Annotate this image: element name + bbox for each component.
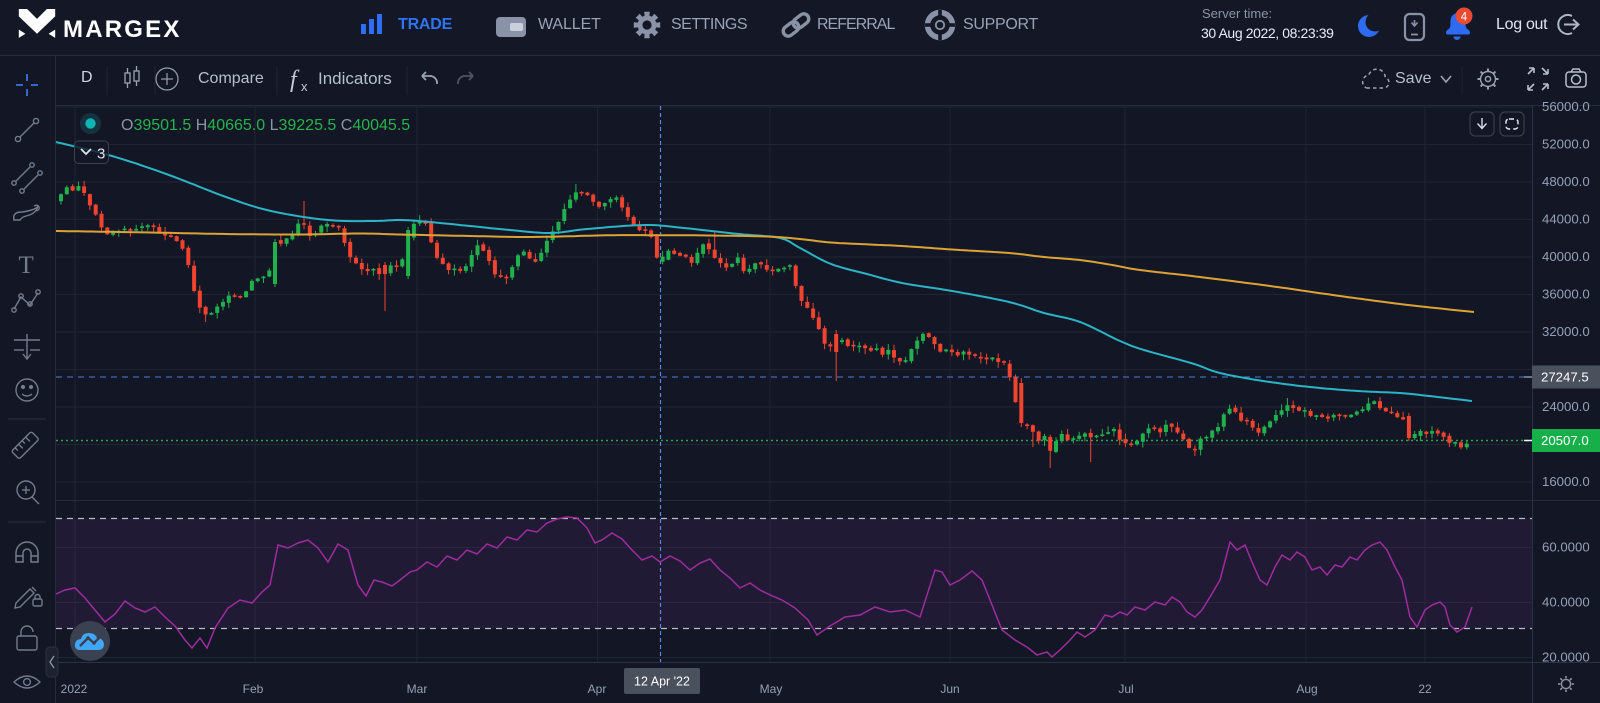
svg-text:f: f (290, 67, 300, 93)
svg-text:Aug: Aug (1296, 682, 1317, 696)
svg-text:2022: 2022 (61, 682, 88, 696)
svg-text:16000.0: 16000.0 (1542, 474, 1590, 489)
svg-text:Jun: Jun (940, 682, 959, 696)
svg-text:T: T (19, 252, 34, 279)
svg-text:20.0000: 20.0000 (1542, 650, 1590, 665)
svg-text:O39501.5 H40665.0 L39225.5: O39501.5 H40665.0 L39225.5 C40045.5 (121, 117, 410, 134)
svg-text:32000.0: 32000.0 (1542, 324, 1590, 339)
svg-text:Jul: Jul (1118, 682, 1133, 696)
svg-text:20507.0: 20507.0 (1541, 433, 1589, 448)
svg-text:52000.0: 52000.0 (1542, 137, 1590, 152)
svg-text:40.0000: 40.0000 (1542, 595, 1590, 610)
svg-text:48000.0: 48000.0 (1542, 174, 1590, 189)
svg-text:24000.0: 24000.0 (1542, 399, 1590, 414)
svg-text:May: May (760, 682, 783, 696)
svg-text:44000.0: 44000.0 (1542, 212, 1590, 227)
svg-text:36000.0: 36000.0 (1542, 287, 1590, 302)
svg-text:Apr: Apr (588, 682, 607, 696)
svg-text:x: x (301, 79, 308, 94)
svg-text:40000.0: 40000.0 (1542, 249, 1590, 264)
svg-text:60.0000: 60.0000 (1542, 540, 1590, 555)
svg-text:3: 3 (97, 146, 105, 163)
svg-text:12 Apr '22: 12 Apr '22 (634, 675, 690, 689)
svg-text:4: 4 (1461, 12, 1468, 24)
svg-text:Mar: Mar (407, 682, 428, 696)
svg-text:27247.5: 27247.5 (1541, 370, 1589, 385)
svg-text:56000.0: 56000.0 (1542, 99, 1590, 114)
svg-text:Feb: Feb (243, 682, 264, 696)
svg-text:22: 22 (1418, 682, 1432, 696)
